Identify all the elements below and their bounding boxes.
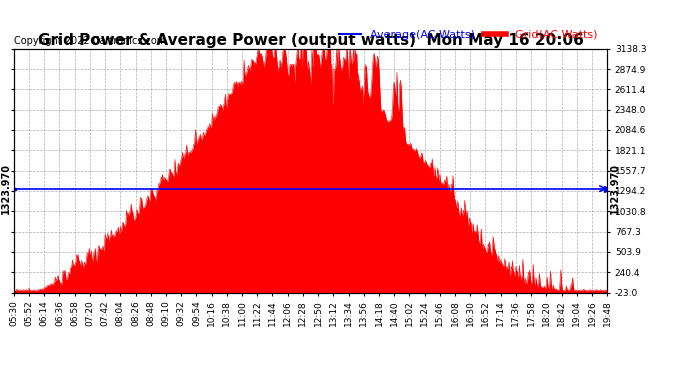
Text: Copyright 2022 Cartronics.com: Copyright 2022 Cartronics.com <box>14 36 166 46</box>
Text: 1323.970: 1323.970 <box>1 163 11 214</box>
Title: Grid Power & Average Power (output watts)  Mon May 16 20:06: Grid Power & Average Power (output watts… <box>37 33 584 48</box>
Text: 1323.970: 1323.970 <box>610 163 620 214</box>
Legend: Average(AC Watts), Grid(AC Watts): Average(AC Watts), Grid(AC Watts) <box>334 25 602 44</box>
